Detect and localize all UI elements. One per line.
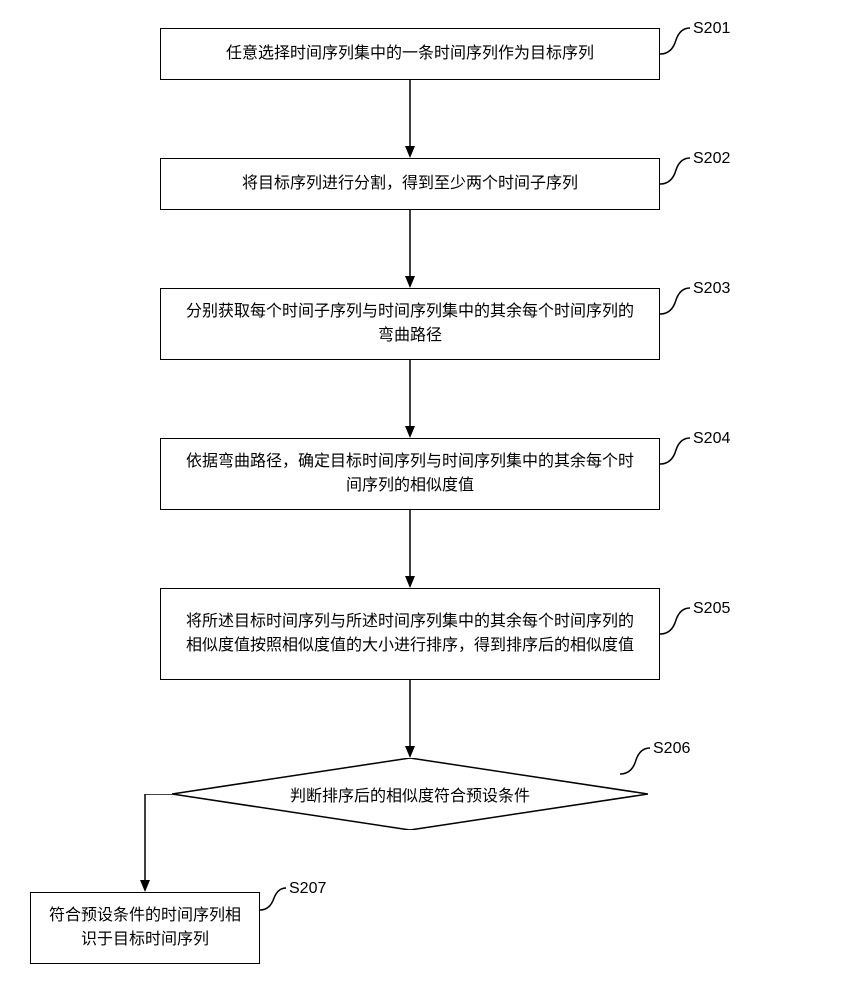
step-label-6: S206	[653, 740, 690, 758]
step-text-7: 符合预设条件的时间序列相识于目标时间序列	[43, 904, 247, 952]
step-label-1: S201	[693, 20, 730, 38]
step-box-1: 任意选择时间序列集中的一条时间序列作为目标序列	[160, 28, 660, 80]
arrow-3-4	[404, 360, 416, 438]
step-text-4: 依据弯曲路径，确定目标时间序列与时间序列集中的其余每个时间序列的相似度值	[181, 450, 639, 498]
step-label-3: S203	[693, 280, 730, 298]
arrow-5-6	[404, 680, 416, 758]
arrow-1-2	[404, 80, 416, 158]
step-label-5: S205	[693, 600, 730, 618]
decision-text: 判断排序后的相似度符合预设条件	[290, 782, 530, 806]
step-text-2: 将目标序列进行分割，得到至少两个时间子序列	[242, 172, 578, 196]
step-label-7: S207	[289, 880, 326, 898]
step-box-3: 分别获取每个时间子序列与时间序列集中的其余每个时间序列的弯曲路径	[160, 288, 660, 360]
decision-diamond: 判断排序后的相似度符合预设条件	[172, 758, 648, 830]
step-label-2: S202	[693, 150, 730, 168]
step-box-2: 将目标序列进行分割，得到至少两个时间子序列	[160, 158, 660, 210]
flowchart-container: 任意选择时间序列集中的一条时间序列作为目标序列 S201 将目标序列进行分割，得…	[0, 0, 844, 1000]
step-box-7: 符合预设条件的时间序列相识于目标时间序列	[30, 892, 260, 964]
arrow-2-3	[404, 210, 416, 288]
arrow-4-5	[404, 510, 416, 588]
step-text-3: 分别获取每个时间子序列与时间序列集中的其余每个时间序列的弯曲路径	[181, 300, 639, 348]
step-box-4: 依据弯曲路径，确定目标时间序列与时间序列集中的其余每个时间序列的相似度值	[160, 438, 660, 510]
step-text-1: 任意选择时间序列集中的一条时间序列作为目标序列	[226, 42, 594, 66]
step-label-4: S204	[693, 430, 730, 448]
arrow-6-7	[139, 794, 179, 892]
step-text-5: 将所述目标时间序列与所述时间序列集中的其余每个时间序列的相似度值按照相似度值的大…	[181, 610, 639, 658]
step-box-5: 将所述目标时间序列与所述时间序列集中的其余每个时间序列的相似度值按照相似度值的大…	[160, 588, 660, 680]
